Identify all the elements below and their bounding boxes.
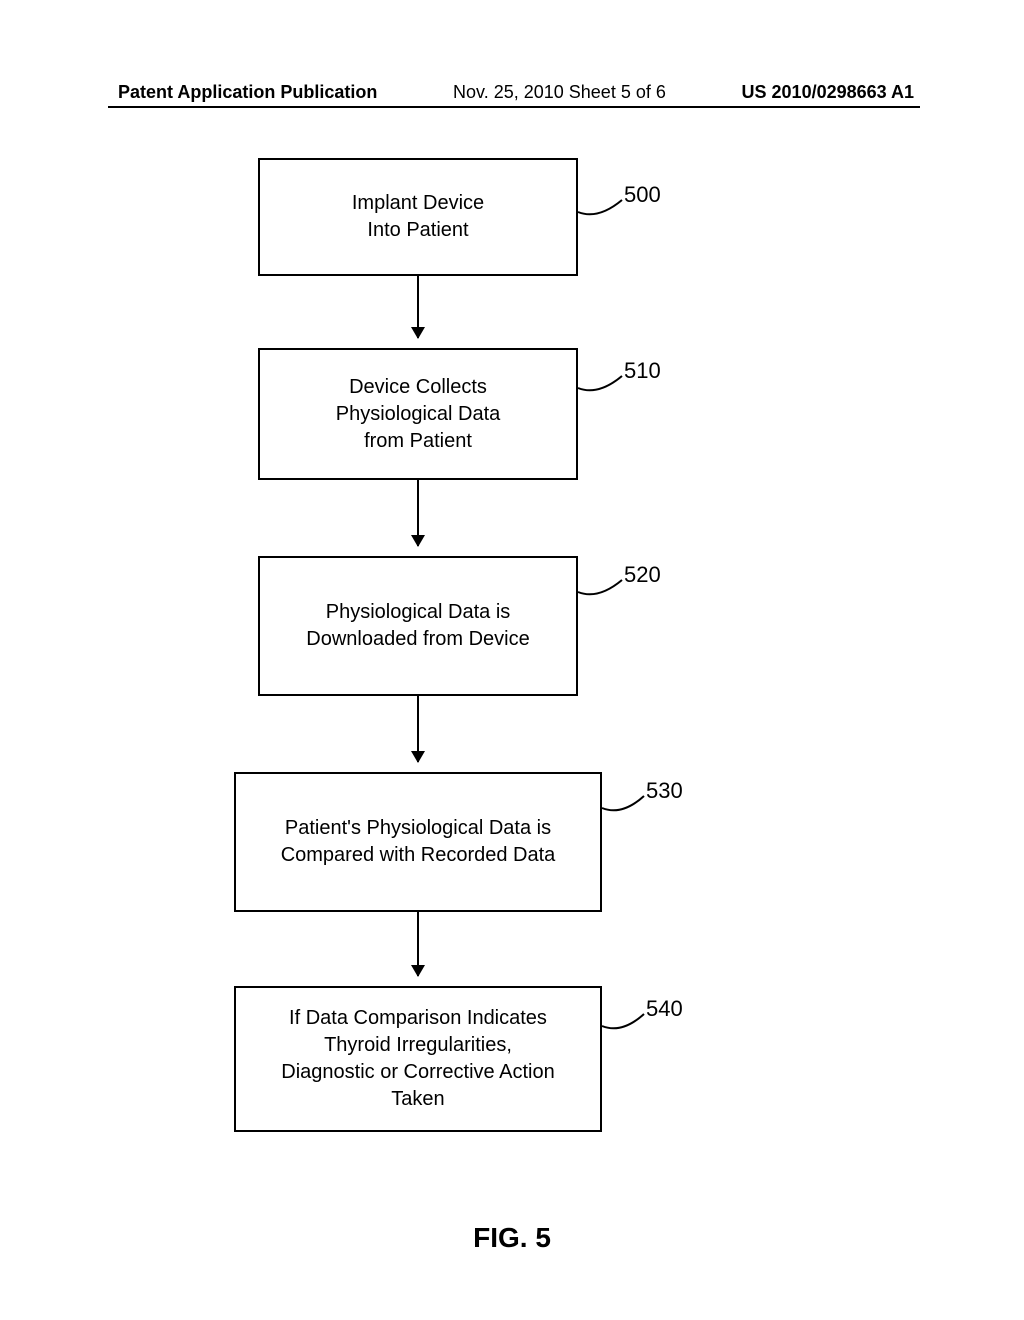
flow-arrow <box>417 276 419 338</box>
ref-leader <box>600 794 646 818</box>
flow-arrow <box>417 480 419 546</box>
flow-box-510: Device CollectsPhysiological Datafrom Pa… <box>258 348 578 480</box>
ref-label-540: 540 <box>646 996 683 1022</box>
ref-leader <box>576 374 624 398</box>
ref-label-520: 520 <box>624 562 661 588</box>
ref-leader <box>576 198 624 222</box>
ref-leader <box>600 1012 646 1036</box>
flow-box-520: Physiological Data isDownloaded from Dev… <box>258 556 578 696</box>
flow-box-530: Patient's Physiological Data isCompared … <box>234 772 602 912</box>
flow-arrow <box>417 912 419 976</box>
ref-label-500: 500 <box>624 182 661 208</box>
ref-label-510: 510 <box>624 358 661 384</box>
header-mid: Nov. 25, 2010 Sheet 5 of 6 <box>453 82 666 103</box>
flow-arrow <box>417 696 419 762</box>
header-rule <box>108 106 920 108</box>
flow-box-540: If Data Comparison IndicatesThyroid Irre… <box>234 986 602 1132</box>
page-header: Patent Application Publication Nov. 25, … <box>0 82 1024 103</box>
flow-box-500: Implant DeviceInto Patient <box>258 158 578 276</box>
page: Patent Application Publication Nov. 25, … <box>0 0 1024 1320</box>
ref-label-530: 530 <box>646 778 683 804</box>
header-left: Patent Application Publication <box>118 82 377 103</box>
figure-label: FIG. 5 <box>0 1222 1024 1254</box>
header-right: US 2010/0298663 A1 <box>742 82 914 103</box>
ref-leader <box>576 578 624 602</box>
